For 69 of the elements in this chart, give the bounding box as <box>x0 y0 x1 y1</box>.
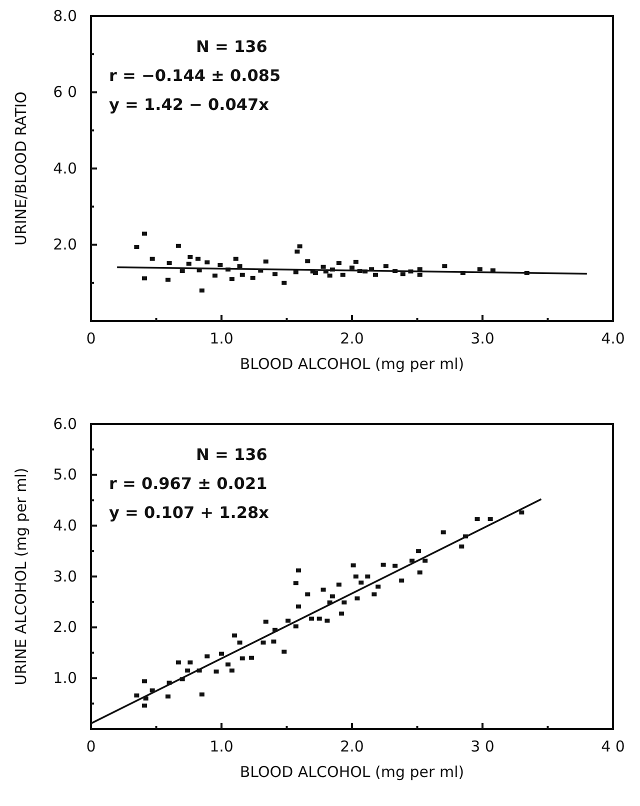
x-axis-title: BLOOD ALCOHOL (mg per ml) <box>240 355 464 373</box>
point <box>336 261 342 266</box>
point <box>250 276 256 280</box>
annotation: N = 136 <box>196 37 268 56</box>
x-tick-label: 0 <box>86 738 96 756</box>
y-tick-label: 3.0 <box>53 567 77 586</box>
point <box>477 267 482 272</box>
y-tick-label: 2.0 <box>53 618 77 636</box>
annotation: y = 0.107 + 1.28x <box>109 503 270 522</box>
y-tick-label: 4.0 <box>53 159 77 178</box>
point <box>312 270 318 275</box>
point <box>383 264 388 268</box>
point <box>400 272 406 276</box>
point <box>353 260 358 264</box>
x-tick-label: 4 0 <box>601 738 625 756</box>
point <box>327 274 332 278</box>
y-tick-label: 2.0 <box>53 236 77 254</box>
point <box>134 245 140 250</box>
point <box>237 264 242 268</box>
point <box>150 256 155 261</box>
y-axis-title: URINE ALCOHOL (mg per ml) <box>12 468 30 686</box>
point <box>297 244 302 248</box>
point <box>263 260 268 264</box>
point <box>142 232 148 236</box>
y-tick-label: 6.0 <box>53 414 77 433</box>
point <box>186 262 192 266</box>
x-tick-label: 1.0 <box>210 738 234 756</box>
x-tick-label: 4.0 <box>601 330 625 348</box>
point <box>180 269 185 274</box>
point <box>165 278 170 282</box>
annotation: y = 1.42 − 0.047x <box>109 95 270 114</box>
point <box>212 274 218 278</box>
point <box>233 256 238 261</box>
point <box>294 250 300 254</box>
y-axis-title: URINE/BLOOD RATIO <box>12 92 30 246</box>
x-tick-label: 1.0 <box>210 330 234 348</box>
point <box>166 261 172 266</box>
point <box>442 264 448 268</box>
x-tick-label: 3 0 <box>470 738 494 756</box>
point <box>320 264 326 269</box>
y-tick-label: 4.0 <box>53 516 77 534</box>
y-tick-label: 5.0 <box>53 466 77 484</box>
y-tick-label: 8.0 <box>53 6 77 25</box>
point <box>204 260 210 264</box>
point <box>176 244 181 248</box>
x-tick-label: 0 <box>86 330 96 348</box>
point <box>372 272 378 277</box>
y-tick-label: 6 0 <box>53 83 77 102</box>
point <box>340 272 346 277</box>
point <box>188 254 193 259</box>
point <box>305 259 310 264</box>
x-tick-label: 2.0 <box>340 330 364 348</box>
point <box>229 277 234 282</box>
annotation: r = 0.967 ± 0.021 <box>109 474 268 493</box>
annotation: r = −0.144 ± 0.085 <box>109 66 281 85</box>
point <box>417 272 422 277</box>
point <box>218 262 223 267</box>
x-tick-label: 2.0 <box>340 738 364 756</box>
point <box>272 272 278 276</box>
point <box>350 266 354 270</box>
y-tick-label: 1.0 <box>53 668 77 687</box>
point <box>240 272 245 277</box>
annotation: N = 136 <box>196 445 268 464</box>
point <box>199 288 204 292</box>
point <box>282 280 287 285</box>
point <box>196 256 201 261</box>
x-axis-title: BLOOD ALCOHOL (mg per ml) <box>240 763 464 781</box>
x-tick-label: 3.0 <box>470 330 494 348</box>
point <box>142 276 148 280</box>
